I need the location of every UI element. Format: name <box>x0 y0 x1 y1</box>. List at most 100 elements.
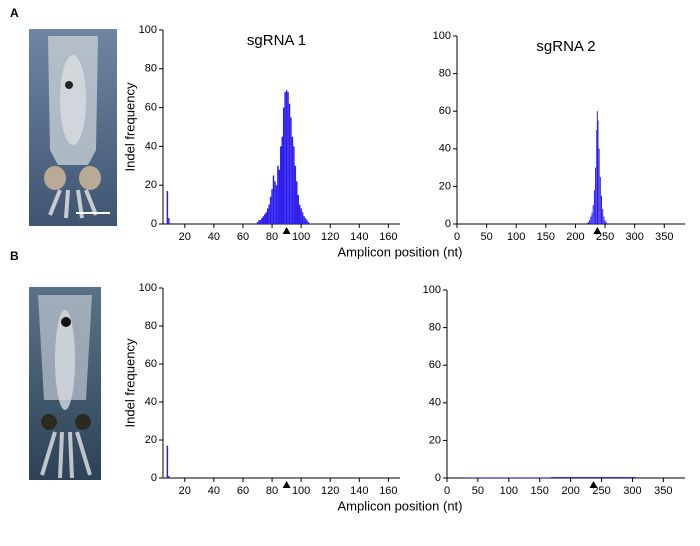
bar <box>287 92 289 224</box>
x-tick-label: 300 <box>623 485 641 497</box>
x-tick-label: 100 <box>292 231 310 243</box>
bar <box>294 165 297 224</box>
x-tick-label: 150 <box>531 485 549 497</box>
x-tick-label: 0 <box>454 231 460 243</box>
y-tick-label: 60 <box>429 359 441 371</box>
bar <box>300 208 302 224</box>
bar <box>291 136 294 224</box>
chart-title: sgRNA 2 <box>536 38 595 55</box>
bar <box>278 169 281 224</box>
bar <box>466 477 552 478</box>
y-axis-label: Indel frequency <box>122 82 137 171</box>
x-tick-label: 100 <box>507 231 525 243</box>
bar <box>605 222 607 224</box>
bar <box>597 120 599 224</box>
cut-site-marker <box>593 227 602 234</box>
bar <box>590 216 592 224</box>
photo <box>29 287 101 480</box>
y-tick-label: 40 <box>145 396 157 408</box>
bar <box>262 216 265 224</box>
x-tick-label: 80 <box>266 231 278 243</box>
x-tick-label: 80 <box>266 485 278 497</box>
y-tick-label: 80 <box>429 322 441 334</box>
photo <box>29 29 117 226</box>
x-tick-label: 40 <box>208 231 220 243</box>
x-tick-label: 150 <box>537 231 555 243</box>
bar <box>274 181 276 224</box>
bar <box>285 90 288 224</box>
bar <box>266 208 269 224</box>
bar <box>599 177 601 224</box>
bar <box>589 220 591 224</box>
bar <box>265 212 267 224</box>
cut-site-marker <box>282 481 291 488</box>
y-tick-label: 60 <box>145 102 157 114</box>
x-tick-label: 350 <box>654 485 672 497</box>
bar <box>258 220 260 224</box>
x-tick-label: 140 <box>350 231 368 243</box>
bar <box>600 195 602 224</box>
bar <box>272 175 275 224</box>
x-tick-label: 120 <box>321 485 339 497</box>
bar <box>280 146 282 224</box>
bar <box>587 222 589 224</box>
x-tick-label: 200 <box>561 485 579 497</box>
bar <box>282 107 285 224</box>
x-tick-label: 60 <box>237 485 249 497</box>
bar <box>598 148 600 224</box>
y-tick-label: 100 <box>423 284 441 296</box>
x-tick-label: 300 <box>625 231 643 243</box>
y-tick-label: 20 <box>429 434 441 446</box>
bar <box>166 445 169 478</box>
x-tick-label: 100 <box>292 485 310 497</box>
bar <box>168 218 170 224</box>
panel-label: B <box>10 249 19 263</box>
y-tick-label: 20 <box>439 180 451 192</box>
bar <box>277 165 279 224</box>
y-tick-label: 40 <box>145 140 157 152</box>
y-tick-label: 100 <box>139 282 157 294</box>
bar <box>269 196 272 224</box>
bar <box>307 222 310 224</box>
panel-label: A <box>10 6 19 20</box>
bar <box>586 223 588 224</box>
x-tick-label: 200 <box>566 231 584 243</box>
x-tick-label: 100 <box>500 485 518 497</box>
bar <box>591 212 593 224</box>
x-tick-label: 20 <box>179 485 191 497</box>
bar <box>593 190 595 224</box>
y-tick-label: 20 <box>145 179 157 191</box>
x-tick-label: 350 <box>655 231 673 243</box>
y-tick-label: 80 <box>145 63 157 75</box>
y-tick-label: 40 <box>439 143 451 155</box>
bar <box>301 212 304 224</box>
bar <box>602 208 604 224</box>
y-axis-label: Indel frequency <box>122 338 137 427</box>
bar <box>306 220 308 224</box>
bar <box>290 117 292 224</box>
bar <box>604 220 606 224</box>
bar <box>261 218 263 224</box>
x-tick-label: 160 <box>379 231 397 243</box>
y-tick-label: 40 <box>429 397 441 409</box>
bar <box>284 92 286 224</box>
bar <box>304 218 307 224</box>
chart-title: sgRNA 1 <box>247 32 306 49</box>
x-tick-label: 140 <box>350 485 368 497</box>
bar <box>603 216 605 224</box>
y-tick-label: 60 <box>439 105 451 117</box>
x-axis-label: Amplicon position (nt) <box>338 244 463 259</box>
bar <box>259 220 262 224</box>
y-tick-label: 100 <box>139 24 157 36</box>
bar <box>275 185 278 224</box>
x-tick-label: 40 <box>208 485 220 497</box>
bar <box>298 204 301 224</box>
x-tick-label: 20 <box>179 231 191 243</box>
bar <box>166 191 169 224</box>
bar <box>596 111 598 224</box>
bar <box>268 204 270 224</box>
y-tick-label: 0 <box>435 472 441 484</box>
bar <box>297 194 299 224</box>
y-tick-label: 100 <box>433 30 451 42</box>
